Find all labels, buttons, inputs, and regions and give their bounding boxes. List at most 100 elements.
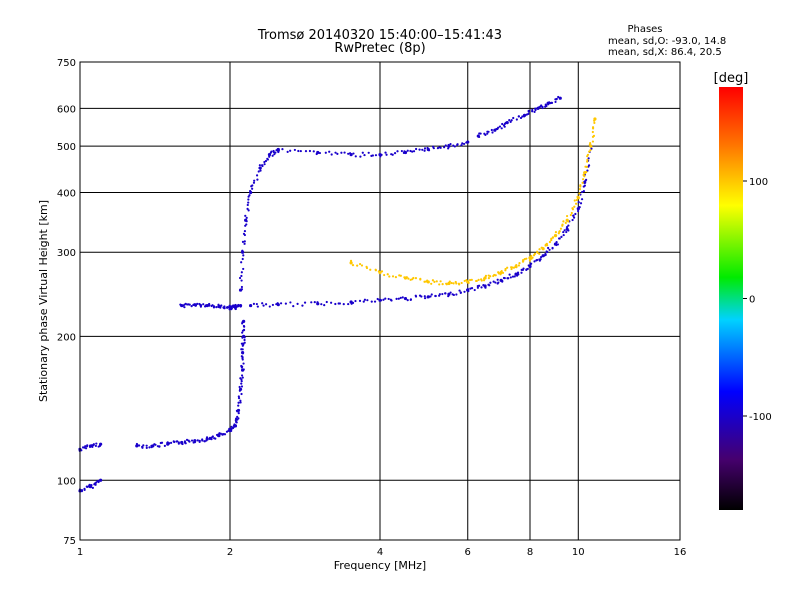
echo-dot bbox=[255, 302, 258, 306]
echo-dot bbox=[245, 216, 248, 219]
echo-dot bbox=[432, 145, 435, 148]
echo-dot bbox=[547, 246, 550, 250]
plot-grid bbox=[80, 62, 680, 540]
echo-dot bbox=[501, 122, 504, 126]
echo-dot bbox=[564, 221, 567, 225]
data-point bbox=[99, 442, 103, 446]
echo-dot bbox=[430, 293, 433, 296]
echo-dot bbox=[557, 95, 560, 99]
echo-dot bbox=[312, 150, 315, 153]
echo-dot bbox=[548, 248, 551, 251]
echo-dot bbox=[531, 110, 534, 113]
echo-dot bbox=[509, 276, 512, 279]
echo-dot bbox=[330, 153, 333, 156]
echo-dot bbox=[208, 436, 212, 439]
echo-dot bbox=[487, 277, 490, 280]
echo-dot bbox=[158, 445, 161, 448]
echo-dot bbox=[586, 158, 589, 161]
echo-dot bbox=[256, 178, 259, 181]
echo-dot bbox=[419, 278, 422, 281]
echo-dot bbox=[210, 438, 213, 441]
echo-dot bbox=[512, 266, 516, 269]
echo-dot bbox=[399, 296, 402, 300]
data-points bbox=[78, 95, 597, 493]
echo-dot bbox=[447, 143, 450, 147]
echo-dot bbox=[363, 298, 367, 301]
echo-dot bbox=[380, 270, 384, 273]
echo-dot bbox=[235, 417, 238, 420]
echo-dot bbox=[577, 206, 580, 209]
echo-dot bbox=[574, 202, 578, 205]
echo-dot bbox=[257, 170, 260, 173]
echo-dot bbox=[567, 224, 570, 227]
echo-dot bbox=[518, 262, 521, 265]
echo-dot bbox=[589, 148, 592, 152]
echo-dot bbox=[261, 302, 264, 305]
echo-dot bbox=[237, 409, 241, 412]
echo-dot bbox=[268, 305, 271, 308]
echo-dot bbox=[240, 382, 243, 385]
echo-dot bbox=[230, 428, 233, 431]
echo-dot bbox=[538, 252, 541, 255]
echo-dot bbox=[441, 292, 444, 296]
echo-dot bbox=[387, 297, 390, 301]
echo-dot bbox=[544, 104, 548, 107]
echo-dot bbox=[522, 115, 526, 118]
echo-dot bbox=[367, 151, 370, 154]
echo-dot bbox=[160, 441, 164, 444]
echo-dot bbox=[377, 270, 380, 273]
echo-dot bbox=[249, 189, 252, 193]
echo-dot bbox=[452, 293, 455, 297]
echo-dot bbox=[351, 301, 355, 304]
data-point bbox=[593, 117, 597, 121]
echo-dot bbox=[521, 115, 524, 118]
echo-dot bbox=[420, 295, 423, 298]
colorbar-label: [deg] bbox=[714, 71, 749, 86]
echo-dot bbox=[427, 149, 431, 152]
echo-dot bbox=[243, 325, 246, 328]
echo-dot bbox=[450, 281, 453, 285]
echo-dot bbox=[515, 266, 518, 269]
echo-dot bbox=[362, 300, 365, 303]
echo-dot bbox=[582, 178, 585, 181]
data-point bbox=[349, 261, 353, 265]
echo-dot bbox=[266, 157, 269, 160]
echo-dot bbox=[268, 155, 271, 158]
echo-dot bbox=[562, 233, 565, 237]
echo-dot bbox=[255, 174, 259, 177]
echo-dot bbox=[365, 266, 369, 270]
echo-dot bbox=[351, 264, 355, 267]
colorbar-ticks: 100 0 -100 bbox=[743, 177, 772, 423]
x-tick-label: 8 bbox=[527, 547, 533, 558]
echo-dot bbox=[237, 417, 240, 420]
echo-dot bbox=[237, 396, 241, 400]
echo-dot bbox=[470, 278, 473, 281]
echo-dot bbox=[193, 441, 197, 444]
echo-dot bbox=[560, 235, 563, 238]
echo-dot bbox=[354, 155, 357, 158]
echo-dot bbox=[212, 306, 216, 309]
echo-dot bbox=[582, 190, 586, 193]
echo-dot bbox=[240, 274, 243, 278]
trace-o bbox=[78, 478, 103, 493]
echo-dot bbox=[489, 281, 492, 284]
axis-ticks: 1 2 4 6 8 10 16 75 100 200 300 400 500 600 750 bbox=[57, 58, 686, 558]
plot-frame bbox=[79, 61, 681, 541]
echo-dot bbox=[202, 303, 205, 306]
echo-dot bbox=[431, 279, 435, 282]
echo-dot bbox=[328, 150, 331, 153]
chart-title: Tromsø 20140320 15:40:00–15:41:43 bbox=[257, 28, 502, 43]
echo-dot bbox=[491, 131, 494, 134]
echo-dot bbox=[444, 144, 447, 147]
echo-dot bbox=[492, 274, 495, 278]
echo-dot bbox=[236, 415, 239, 418]
echo-dot bbox=[589, 142, 592, 145]
echo-dot bbox=[259, 169, 262, 172]
echo-dot bbox=[487, 283, 490, 286]
echo-dot bbox=[370, 300, 373, 303]
colorbar-tick-label: 0 bbox=[749, 295, 755, 306]
echo-dot bbox=[369, 268, 372, 271]
echo-dot bbox=[347, 302, 350, 306]
echo-dot bbox=[240, 279, 243, 282]
echo-dot bbox=[484, 133, 487, 136]
